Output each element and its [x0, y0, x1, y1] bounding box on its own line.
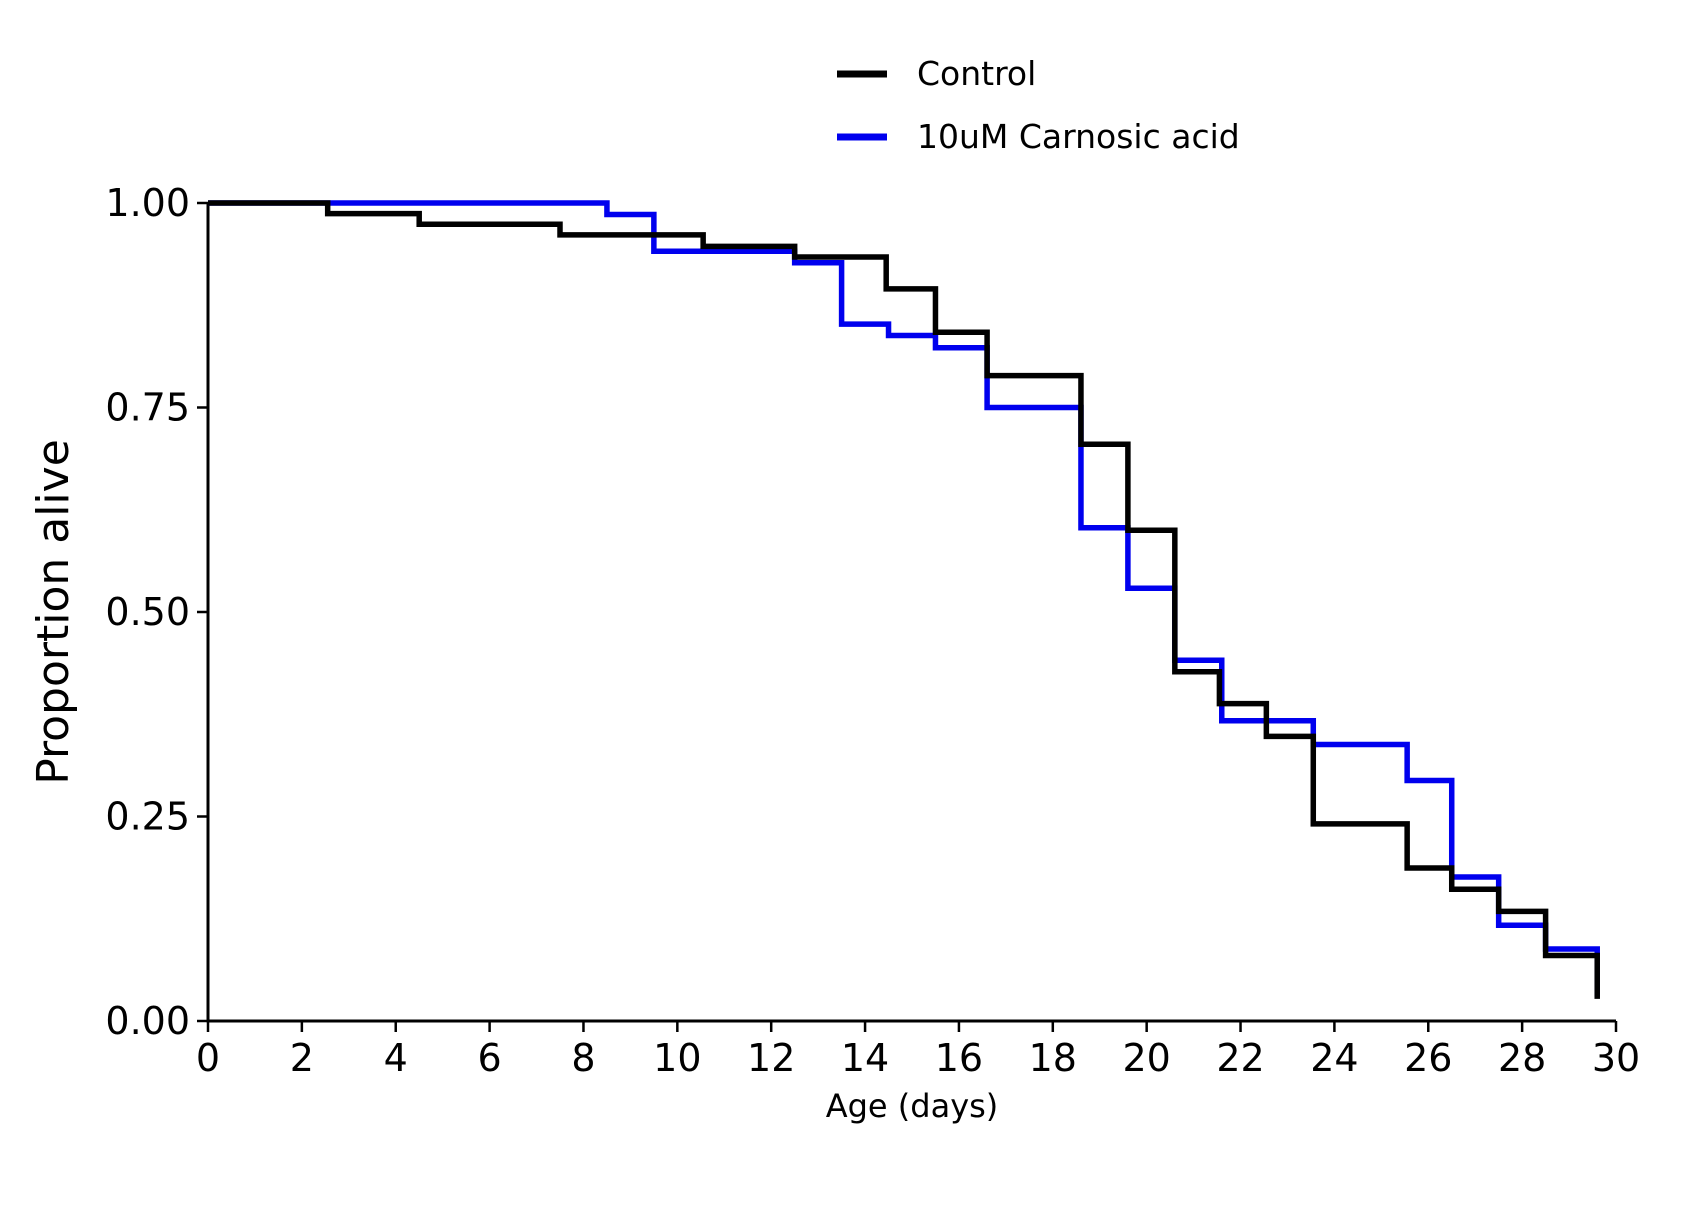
x-tick-label: 8 — [571, 1036, 595, 1080]
series-line-control — [208, 200, 1600, 999]
x-tick-label: 6 — [478, 1036, 502, 1080]
x-tick-label: 4 — [384, 1036, 408, 1080]
y-tick-label: 0.25 — [105, 795, 190, 839]
x-axis: 0 2 4 6 8 10 12 14 16 18 20 22 24 26 28 30 — [196, 1019, 1640, 1080]
x-tick-label: 16 — [935, 1036, 983, 1080]
series-layer — [208, 200, 1600, 999]
x-tick-label: 24 — [1310, 1036, 1358, 1080]
y-tick-label: 0.75 — [105, 386, 190, 430]
legend-label: 10uM Carnosic acid — [917, 117, 1240, 156]
series-line-carnosic-acid — [208, 200, 1600, 997]
x-tick-label: 20 — [1122, 1036, 1170, 1080]
x-axis-title: Age (days) — [826, 1087, 999, 1125]
y-axis: 0.00 0.25 0.50 0.75 1.00 — [105, 181, 210, 1043]
x-tick-label: 10 — [653, 1036, 701, 1080]
x-tick-label: 22 — [1216, 1036, 1264, 1080]
x-tick-label: 26 — [1404, 1036, 1452, 1080]
x-tick-label: 0 — [196, 1036, 220, 1080]
y-axis-title: Proportion alive — [28, 439, 79, 785]
x-tick-label: 12 — [747, 1036, 795, 1080]
x-tick-label: 14 — [841, 1036, 889, 1080]
legend: Control 10uM Carnosic acid — [837, 54, 1240, 156]
legend-label: Control — [917, 54, 1036, 93]
y-tick-label: 0.50 — [105, 590, 190, 634]
y-tick-label: 1.00 — [105, 181, 190, 225]
x-tick-label: 30 — [1592, 1036, 1640, 1080]
x-tick-label: 2 — [290, 1036, 314, 1080]
y-tick-label: 0.00 — [105, 999, 190, 1043]
x-tick-label: 28 — [1498, 1036, 1546, 1080]
x-tick-label: 18 — [1029, 1036, 1077, 1080]
